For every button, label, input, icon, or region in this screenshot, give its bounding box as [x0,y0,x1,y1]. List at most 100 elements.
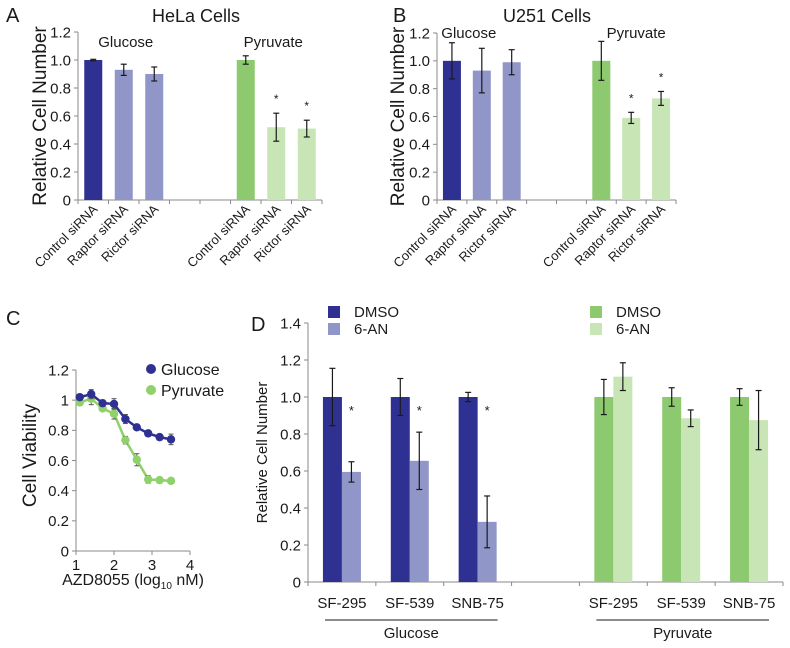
y-tick-label: 0.2 [409,165,430,182]
y-tick-label: 0.8 [48,423,69,440]
y-tick-label: 0.4 [409,137,430,154]
bar [502,62,521,200]
bar-dmso [594,397,614,582]
x-tick-label: SF-539 [385,595,434,612]
y-tick-label: 0.8 [50,80,71,97]
y-tick-label: 0.2 [48,513,69,530]
y-axis-label: Relative Cell Number [254,382,271,524]
data-point-glucose [155,432,164,442]
x-tick-label: 1 [72,557,80,574]
data-point-glucose [75,392,85,402]
panel-label: D [251,314,265,336]
bar [652,98,671,200]
bar-6-an [409,460,429,582]
y-axis-label: Cell Viability [20,403,41,507]
significance-marker: * [629,91,634,105]
x-tick-label: 4 [186,557,194,574]
legend-label-dmso: DMSO [354,304,399,321]
bar-dmso [662,397,682,582]
bar [145,74,164,200]
y-tick-label: 1.2 [50,24,71,41]
data-point-pyruvate [144,475,153,484]
group-label-glucose: Glucose [384,625,439,642]
y-tick-label: 0 [422,192,430,209]
y-tick-label: 1.4 [280,315,301,332]
bar-dmso [322,397,342,582]
x-tick-label: SNB-75 [451,595,504,612]
group-label-glucose: Glucose [441,25,496,42]
y-axis-label: Relative Cell Number [388,26,409,206]
bar [442,60,461,201]
panel-d-6an-bar-chart: D Relative Cell Number 0 0.2 0.4 0.6 0.8 1.0 1.2… [251,304,784,642]
y-tick-label: 0.4 [280,500,301,517]
y-tick-label: 0.6 [48,453,69,470]
y-tick-label: 0.4 [50,136,71,153]
y-tick-label: 0.6 [50,108,71,125]
panel-b-u251-bar-chart: B U251 Cells Relative Cell Number 0 0.2 0.4 0.… [388,5,677,270]
bar [592,60,611,201]
legend-marker-pyruvate [146,385,156,395]
bar-dmso [458,397,478,582]
legend-label-dmso: DMSO [616,304,661,321]
legend-label-glucose: Glucose [161,362,220,379]
data-point-glucose [121,414,130,424]
significance-marker: * [349,403,354,418]
group-label-pyruvate: Pyruvate [244,34,303,51]
y-tick-label: 0 [61,543,69,560]
panel-c-viability-line-chart: C Cell Viability 0 0.2 0.4 0.6 0.8 1 1.2 1 2 3 4AZD8… [6,308,224,592]
y-tick-label: 0.8 [280,426,301,443]
x-tick-label: SF-539 [657,595,706,612]
bar-dmso [390,397,410,582]
x-tick-label: SF-295 [317,595,366,612]
y-tick-label: 0.6 [409,109,430,126]
y-tick-label: 0.8 [409,81,430,98]
y-tick-label: 0.2 [50,164,71,181]
x-axis-label-subscript: 10 [161,581,173,592]
legend-label-6-an: 6-AN [354,321,388,338]
data-point-glucose [144,429,153,438]
group-label-pyruvate: Pyruvate [607,25,666,42]
data-point-pyruvate [109,409,119,418]
chart-title: HeLa Cells [152,6,240,26]
y-tick-label: 1.2 [280,352,301,369]
y-tick-label: 1.0 [50,52,71,69]
y-tick-label: 1.0 [280,389,301,406]
x-tick-label: 2 [110,557,118,574]
y-tick-label: 1 [61,393,69,410]
data-point-glucose [132,423,141,432]
y-tick-label: 0.6 [280,463,301,480]
data-point-glucose [109,399,119,409]
significance-marker: * [659,70,664,84]
bar-6-an [681,418,701,582]
bar [622,117,641,200]
legend-label-pyruvate: Pyruvate [161,383,224,400]
bar [472,70,491,200]
chart-title: U251 Cells [503,6,591,26]
panel-a-hela-bar-chart: A HeLa Cells Relative Cell Number 0 0.2 0.4 0.… [6,5,323,270]
panel-label: B [393,5,406,27]
bar-6-an [613,376,633,582]
bar-6-an [477,521,497,582]
y-tick-label: 0.4 [48,483,69,500]
data-point-glucose [87,389,96,399]
legend-swatch-6-an [328,323,340,335]
bar [267,127,286,200]
group-label-glucose: Glucose [98,34,153,51]
x-tick-label: SF-295 [589,595,638,612]
bar-6-an [341,471,361,582]
panel-label: C [6,308,20,330]
y-tick-label: 1.2 [48,362,69,379]
x-axis-label: AZD8055 (log10 nM) [62,572,204,592]
bar [84,60,103,200]
legend-swatch-dmso [328,306,340,318]
y-tick-label: 0 [63,192,71,209]
x-tick-label: 3 [148,557,156,574]
data-point-pyruvate [132,455,141,464]
bar-6-an [749,420,769,582]
x-axis-label-suffix: nM) [172,572,204,589]
significance-marker: * [417,403,422,418]
panel-label: A [6,5,20,27]
y-tick-label: 1.2 [409,25,430,42]
legend-swatch-6-an [590,323,602,335]
